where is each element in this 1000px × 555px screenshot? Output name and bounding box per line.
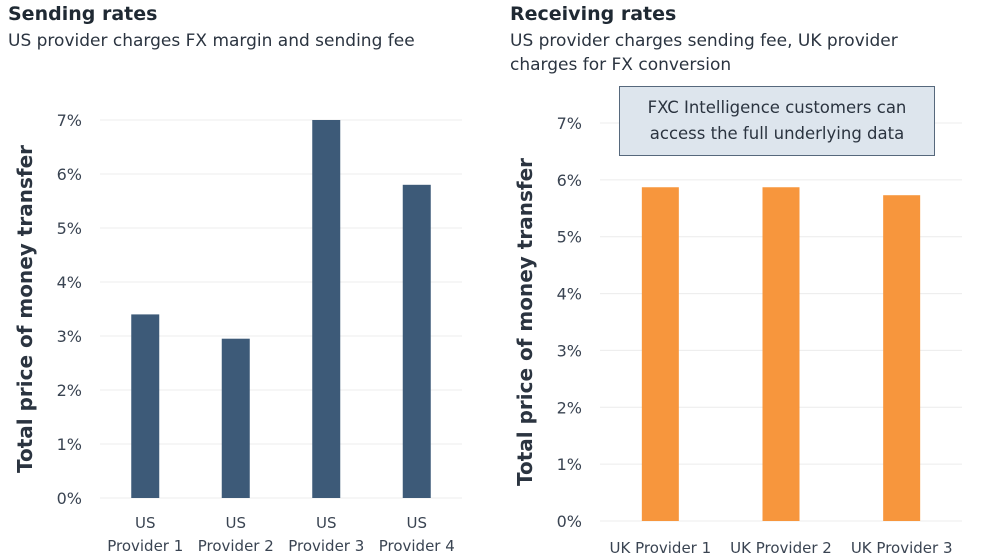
y-tick-label: 3% <box>557 341 582 360</box>
y-axis-label: Total price of money transfer <box>513 158 537 486</box>
left-chart-subtitle: US provider charges FX margin and sendin… <box>8 31 415 51</box>
y-tick-label: 6% <box>557 171 582 190</box>
y-tick-label: 4% <box>557 285 582 304</box>
bar <box>402 184 431 499</box>
x-tick-label: Provider 1 <box>107 537 183 555</box>
bar <box>762 187 800 521</box>
y-tick-label: 2% <box>57 381 82 400</box>
y-tick-label: 0% <box>57 489 82 508</box>
bar <box>312 120 341 498</box>
y-tick-label: 1% <box>57 435 82 454</box>
y-tick-label: 3% <box>57 327 82 346</box>
bar <box>131 314 160 498</box>
x-tick-label: UK Provider 2 <box>730 539 832 555</box>
y-tick-label: 5% <box>57 219 82 238</box>
y-axis-label: Total price of money transfer <box>13 145 37 473</box>
x-tick-label: US <box>316 514 337 532</box>
x-tick-label: Provider 3 <box>288 537 364 555</box>
x-tick-label: Provider 2 <box>198 537 274 555</box>
y-tick-label: 4% <box>57 273 82 292</box>
y-tick-label: 5% <box>557 228 582 247</box>
bar <box>221 338 250 498</box>
bar <box>883 195 921 522</box>
right-chart-subtitle: US provider charges sending fee, UK prov… <box>510 31 898 75</box>
y-tick-label: 2% <box>557 398 582 417</box>
left-chart-title: Sending rates <box>8 3 158 25</box>
x-tick-label: US <box>406 514 427 532</box>
x-tick-label: US <box>225 514 246 532</box>
x-tick-label: UK Provider 1 <box>610 539 712 555</box>
x-tick-label: UK Provider 3 <box>851 539 953 555</box>
right-chart-title: Receiving rates <box>510 3 677 25</box>
x-tick-label: US <box>135 514 156 532</box>
x-tick-label: Provider 4 <box>379 537 455 555</box>
bar <box>641 187 679 521</box>
y-tick-label: 1% <box>557 455 582 474</box>
y-tick-label: 6% <box>57 165 82 184</box>
y-tick-label: 0% <box>557 512 582 531</box>
annotation-box: FXC Intelligence customers can access th… <box>619 86 935 156</box>
y-tick-label: 7% <box>557 114 582 133</box>
y-tick-label: 7% <box>57 111 82 130</box>
